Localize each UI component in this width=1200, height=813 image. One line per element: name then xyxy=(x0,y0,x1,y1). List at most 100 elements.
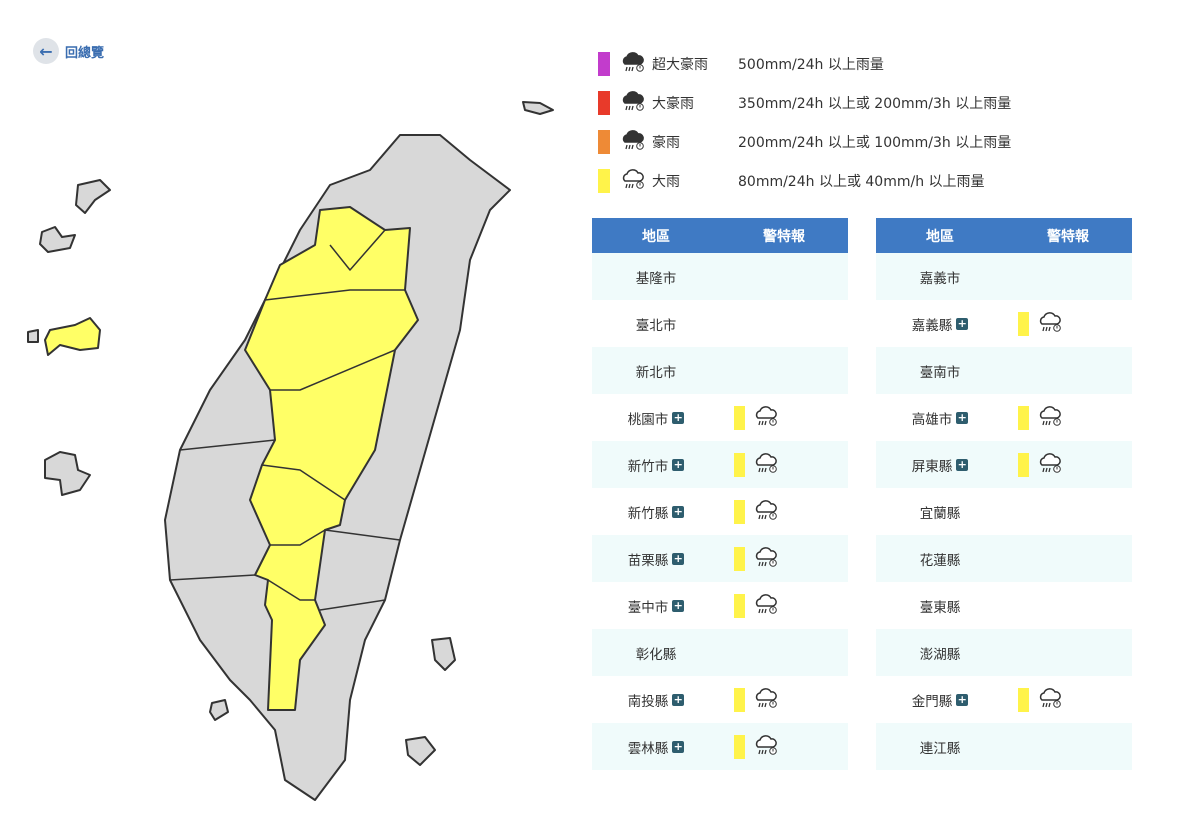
expand-plus-icon[interactable]: + xyxy=(956,457,969,471)
legend-swatch xyxy=(598,168,610,193)
region-name: 花蓮縣 xyxy=(919,552,961,569)
legend-swatch xyxy=(598,51,610,76)
rain-cloud-outline-icon xyxy=(753,497,779,527)
heavy-rain-cloud-dark-icon xyxy=(620,49,646,79)
region-name: 高雄市 xyxy=(911,411,953,428)
rain-cloud-outline-icon xyxy=(1037,403,1063,433)
table-row: 高雄市 + xyxy=(876,394,1132,441)
rain-cloud-outline-icon xyxy=(753,544,779,574)
map-island xyxy=(75,179,111,214)
rain-cloud-dark-icon xyxy=(620,127,646,157)
expand-plus-icon[interactable]: + xyxy=(672,551,685,565)
map-island xyxy=(209,699,229,721)
region-table-left: 地區 警特報 基隆市 臺北市 新北市 桃園市 + 新竹市 + 新竹縣 + 苗栗縣 + 臺中市 + 彰化縣 南投… xyxy=(592,218,848,770)
table-row: 嘉義縣 + xyxy=(876,300,1132,347)
region-name: 雲林縣 xyxy=(627,740,669,757)
expand-plus-icon[interactable]: + xyxy=(956,316,969,330)
back-to-overview-button[interactable]: ← 回總覽 xyxy=(33,38,104,64)
table-row: 南投縣 + xyxy=(592,676,848,723)
map-island xyxy=(39,226,76,253)
heavy-rain-alert-bar xyxy=(1018,687,1029,712)
heavy-rain-alert-bar xyxy=(734,687,745,712)
legend-swatch xyxy=(598,129,610,154)
table-row: 臺北市 xyxy=(592,300,848,347)
expand-plus-icon[interactable]: + xyxy=(672,457,685,471)
heavy-rain-alert-bar xyxy=(1018,311,1029,336)
expand-plus-icon[interactable]: + xyxy=(672,739,685,753)
region-name: 臺北市 xyxy=(635,317,677,334)
table-row: 新竹市 + xyxy=(592,441,848,488)
region-name: 臺中市 xyxy=(627,599,669,616)
region-name: 臺南市 xyxy=(919,364,961,381)
expand-plus-icon[interactable]: + xyxy=(672,692,685,706)
rain-cloud-outline-icon xyxy=(1037,685,1063,715)
table-row: 新北市 xyxy=(592,347,848,394)
legend-item: 超大豪雨 500mm/24h 以上雨量 xyxy=(598,44,1011,83)
region-name: 臺東縣 xyxy=(919,599,961,616)
map-island xyxy=(522,101,554,115)
legend-item: 豪雨 200mm/24h 以上或 100mm/3h 以上雨量 xyxy=(598,122,1011,161)
table-row: 澎湖縣 xyxy=(876,629,1132,676)
expand-plus-icon[interactable]: + xyxy=(956,692,969,706)
region-name: 新北市 xyxy=(635,364,677,381)
table-row: 宜蘭縣 xyxy=(876,488,1132,535)
region-name: 新竹市 xyxy=(627,458,669,475)
region-name: 嘉義市 xyxy=(919,270,961,287)
back-label: 回總覽 xyxy=(65,45,105,61)
heavy-rain-alert-bar xyxy=(1018,452,1029,477)
map-island xyxy=(27,329,39,343)
rain-cloud-outline-icon xyxy=(1037,450,1063,480)
expand-plus-icon[interactable]: + xyxy=(672,504,685,518)
region-name: 嘉義縣 xyxy=(911,317,953,334)
heavy-rain-alert-bar xyxy=(734,405,745,430)
rain-legend: 超大豪雨 500mm/24h 以上雨量 大豪雨 350mm/24h 以上或 200mm… xyxy=(598,44,1011,200)
heavy-rain-alert-bar xyxy=(1018,405,1029,430)
expand-plus-icon[interactable]: + xyxy=(672,598,685,612)
table-row: 桃園市 + xyxy=(592,394,848,441)
heavy-rain-alert-bar xyxy=(734,452,745,477)
table-row: 臺中市 + xyxy=(592,582,848,629)
heavy-rain-alert-bar xyxy=(734,593,745,618)
heavy-rain-alert-bar xyxy=(734,546,745,571)
expand-plus-icon[interactable]: + xyxy=(672,410,685,424)
region-name: 南投縣 xyxy=(627,693,669,710)
region-name: 基隆市 xyxy=(635,270,677,287)
table-row: 新竹縣 + xyxy=(592,488,848,535)
table-row: 臺東縣 xyxy=(876,582,1132,629)
legend-desc: 350mm/24h 以上或 200mm/3h 以上雨量 xyxy=(738,95,1012,112)
table-row: 基隆市 xyxy=(592,253,848,300)
legend-desc: 200mm/24h 以上或 100mm/3h 以上雨量 xyxy=(738,134,1012,151)
rain-cloud-outline-icon xyxy=(753,450,779,480)
map-island xyxy=(431,637,456,671)
region-name: 苗栗縣 xyxy=(627,552,669,569)
legend-level: 豪雨 xyxy=(652,134,680,151)
region-name: 澎湖縣 xyxy=(919,646,961,663)
legend-desc: 80mm/24h 以上或 40mm/h 以上雨量 xyxy=(738,173,985,190)
table-row: 花蓮縣 xyxy=(876,535,1132,582)
map-alert-region xyxy=(244,206,419,711)
map-island xyxy=(405,736,436,766)
heavy-rain-cloud-dark-icon xyxy=(620,88,646,118)
region-name: 彰化縣 xyxy=(635,646,677,663)
header-region: 地區 xyxy=(926,228,954,245)
region-name: 屏東縣 xyxy=(911,458,953,475)
region-name: 連江縣 xyxy=(919,740,961,757)
table-row: 雲林縣 + xyxy=(592,723,848,770)
rain-cloud-outline-icon xyxy=(753,732,779,762)
header-alert: 警特報 xyxy=(763,228,805,245)
legend-item: 大雨 80mm/24h 以上或 40mm/h 以上雨量 xyxy=(598,161,1011,200)
map-island xyxy=(44,451,91,496)
table-row: 金門縣 + xyxy=(876,676,1132,723)
legend-swatch xyxy=(598,90,610,115)
region-name: 宜蘭縣 xyxy=(919,505,961,522)
legend-level: 超大豪雨 xyxy=(652,56,708,73)
region-name: 桃園市 xyxy=(627,411,669,428)
region-table-right: 地區 警特報 嘉義市 嘉義縣 + 臺南市 高雄市 + 屏東縣 + 宜蘭縣 花蓮縣 臺東縣 澎湖縣 金門縣 +… xyxy=(876,218,1132,770)
table-row: 彰化縣 xyxy=(592,629,848,676)
table-row: 臺南市 xyxy=(876,347,1132,394)
rain-cloud-outline-icon xyxy=(753,685,779,715)
heavy-rain-alert-bar xyxy=(734,734,745,759)
taiwan-warning-map xyxy=(27,101,554,801)
expand-plus-icon[interactable]: + xyxy=(956,410,969,424)
heavy-rain-alert-bar xyxy=(734,499,745,524)
